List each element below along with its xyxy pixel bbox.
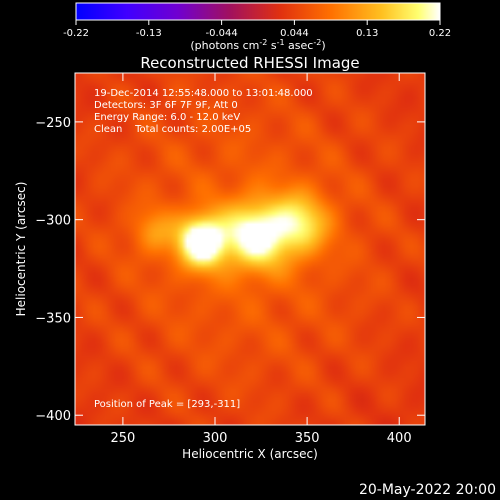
colorbar-unit-label: (photons cm-2 s-1 asec-2)	[190, 38, 325, 52]
peak-position-label: Position of Peak = [293,-311]	[94, 399, 240, 410]
annotation-time: 19-Dec-2014 12:55:48.000 to 13:01:48.000	[94, 88, 313, 99]
y-axis-label: Heliocentric Y (arcsec)	[14, 182, 28, 317]
plot-frame	[74, 72, 426, 426]
footer-date: 20-May-2022 20:00	[359, 482, 496, 498]
colorbar-tick-label: 0.044	[280, 28, 309, 39]
colorbar-tick-label: -0.044	[205, 28, 237, 39]
colorbar-tick-label: -0.13	[136, 28, 162, 39]
x-tick-label: 400	[387, 431, 412, 446]
annotation-energy: Energy Range: 6.0 - 12.0 keV	[94, 112, 240, 123]
x-tick-label: 250	[110, 431, 135, 446]
annotation-clean: Clean Total counts: 2.00E+05	[94, 124, 251, 135]
colorbar-tick-label: 0.22	[429, 28, 451, 39]
x-axis-label: Heliocentric X (arcsec)	[182, 447, 318, 461]
colorbar: -0.22 -0.13 -0.044 0.044 0.13 0.22 (photons c…	[63, 2, 451, 52]
y-tick-label: −300	[35, 214, 71, 229]
heatmap-image	[75, 73, 425, 425]
axis-ticks: 250 300 350 400 −250 −300 −350 −400	[35, 73, 425, 446]
colorbar-tick-label: -0.22	[63, 28, 89, 39]
annotation-detectors: Detectors: 3F 6F 7F 9F, Att 0	[94, 100, 238, 111]
y-tick-label: −350	[35, 311, 71, 326]
y-tick-label: −400	[35, 409, 71, 424]
chart-title: Reconstructed RHESSI Image	[140, 54, 359, 72]
annotation-block: 19-Dec-2014 12:55:48.000 to 13:01:48.000…	[94, 88, 313, 135]
colorbar-tick-label: 0.13	[356, 28, 378, 39]
colorbar-ticks: -0.22 -0.13 -0.044 0.044 0.13 0.22	[63, 20, 451, 39]
x-tick-label: 300	[203, 431, 228, 446]
colorbar-gradient	[75, 2, 441, 21]
y-tick-label: −250	[35, 116, 71, 131]
x-tick-label: 350	[295, 431, 320, 446]
